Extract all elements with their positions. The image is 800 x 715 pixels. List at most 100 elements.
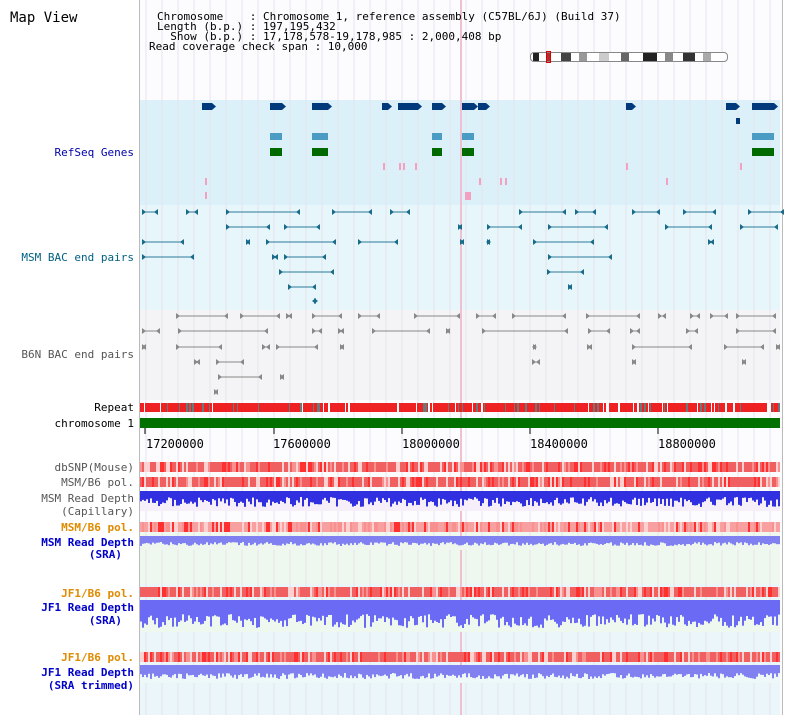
msm-sra-depth-bar xyxy=(506,536,508,543)
jf1-trimmed-depth-bar xyxy=(656,665,658,677)
msm-sra-depth-bar xyxy=(434,536,436,544)
heat-cell xyxy=(164,587,166,597)
msm-capillary-depth-bar xyxy=(150,491,152,499)
jf1-trimmed-depth-bar xyxy=(532,665,534,675)
msm-capillary-depth-bar xyxy=(270,491,272,506)
heat-cell xyxy=(348,522,350,532)
msm-capillary-depth-bar xyxy=(584,491,586,506)
heat-cell xyxy=(726,522,728,532)
msm-capillary-depth-bar xyxy=(438,491,440,499)
jf1-sra-depth-bar xyxy=(574,600,576,624)
jf1-trimmed-depth-bar xyxy=(668,665,670,677)
msm-sra-depth-bar xyxy=(164,536,166,545)
heat-cell xyxy=(574,652,576,662)
jf1-trimmed-depth-bar xyxy=(662,665,664,675)
heat-cell xyxy=(346,652,348,662)
msm-sra-depth-bar xyxy=(236,536,238,543)
heat-cell xyxy=(710,462,712,472)
msm-sra-depth-bar xyxy=(728,536,730,543)
jf1-trimmed-depth-bar xyxy=(526,665,528,675)
msm-capillary-depth-bar xyxy=(164,491,166,504)
jf1-trimmed-depth-bar xyxy=(410,665,412,674)
msm-capillary-depth-bar xyxy=(296,491,298,501)
jf1-trimmed-depth-bar xyxy=(580,665,582,679)
heat-cell xyxy=(516,477,518,487)
heat-cell xyxy=(176,522,178,532)
heat-cell xyxy=(268,652,270,662)
jf1-sra-depth-bar xyxy=(286,600,288,627)
msm-capillary-depth-bar xyxy=(722,491,724,499)
msm-sra-depth-bar xyxy=(552,536,554,545)
msm-sra-depth-bar xyxy=(416,536,418,544)
msm-sra-depth-bar xyxy=(514,536,516,545)
msm-sra-depth-bar xyxy=(378,536,380,544)
jf1-trimmed-depth-bar xyxy=(484,665,486,679)
msm-sra-depth-bar xyxy=(334,536,336,543)
heat-cell xyxy=(412,462,414,472)
jf1-trimmed-depth-bar xyxy=(174,665,176,675)
heat-cell xyxy=(488,522,490,532)
msm-read-depth-capillary-label: MSM Read Depth xyxy=(41,492,134,505)
jf1-sra-depth-bar xyxy=(436,600,438,622)
msm-capillary-depth-bar xyxy=(292,491,294,507)
msm-capillary-depth-bar xyxy=(402,491,404,499)
heat-cell xyxy=(514,522,516,532)
heat-cell xyxy=(508,477,510,487)
chromosome-ideogram[interactable] xyxy=(530,52,728,62)
heat-cell xyxy=(610,652,612,662)
heat-cell xyxy=(164,652,166,662)
heat-cell xyxy=(470,587,472,597)
heat-cell xyxy=(374,462,376,472)
msm-bac-end xyxy=(518,224,522,230)
msm-capillary-depth-bar xyxy=(412,491,414,506)
refseq-mark xyxy=(415,163,417,170)
jf1-trimmed-depth-bar xyxy=(646,665,648,676)
jf1-sra-depth-bar xyxy=(368,600,370,616)
repeat-label: Repeat xyxy=(94,401,134,414)
heat-cell xyxy=(182,462,184,472)
jf1-sra-depth-bar xyxy=(606,600,608,620)
heat-cell xyxy=(296,587,298,597)
msm-sra-depth-bar xyxy=(194,536,196,543)
repeat-block xyxy=(209,403,210,412)
jf1-trimmed-depth-bar xyxy=(674,665,676,674)
heat-cell xyxy=(300,477,302,487)
heat-cell xyxy=(296,652,298,662)
msm-capillary-depth-bar xyxy=(340,491,342,500)
jf1-trimmed-depth-bar xyxy=(412,665,414,679)
heat-cell xyxy=(474,587,476,597)
heat-cell xyxy=(384,587,386,597)
msm-sra-depth-bar xyxy=(174,536,176,545)
jf1-sra-depth-bar xyxy=(326,600,328,617)
heat-cell xyxy=(162,522,164,532)
jf1-sra-depth-bar xyxy=(734,600,736,628)
msm-bac-end xyxy=(154,209,158,215)
repeat-block xyxy=(458,403,459,412)
heat-cell xyxy=(508,462,510,472)
msm-capillary-depth-bar xyxy=(390,491,392,507)
jf1-trimmed-depth-bar xyxy=(568,665,570,679)
msm-bac-end xyxy=(186,209,190,215)
heat-cell xyxy=(584,522,586,532)
heat-cell xyxy=(742,652,744,662)
repeat-block xyxy=(574,403,575,412)
heat-cell xyxy=(736,652,738,662)
jf1-trimmed-depth-bar xyxy=(512,665,514,675)
heat-cell xyxy=(192,587,194,597)
jf1-sra-depth-bar xyxy=(702,600,704,625)
repeat-block xyxy=(539,403,540,412)
msm-capillary-depth-bar xyxy=(768,491,770,505)
jf1-trimmed-depth-bar xyxy=(408,665,410,677)
heat-cell xyxy=(306,462,308,472)
heat-cell xyxy=(564,462,566,472)
refseq-gene-arrow xyxy=(388,103,392,110)
heat-cell xyxy=(532,522,534,532)
heat-cell xyxy=(644,587,646,597)
heat-cell xyxy=(758,522,760,532)
msm-sra-depth-bar xyxy=(686,536,688,545)
jf1-trimmed-depth-bar xyxy=(698,665,700,679)
heat-cell xyxy=(140,462,142,472)
msm-sra-depth-bar xyxy=(430,536,432,546)
msm-bac-end xyxy=(665,224,669,230)
